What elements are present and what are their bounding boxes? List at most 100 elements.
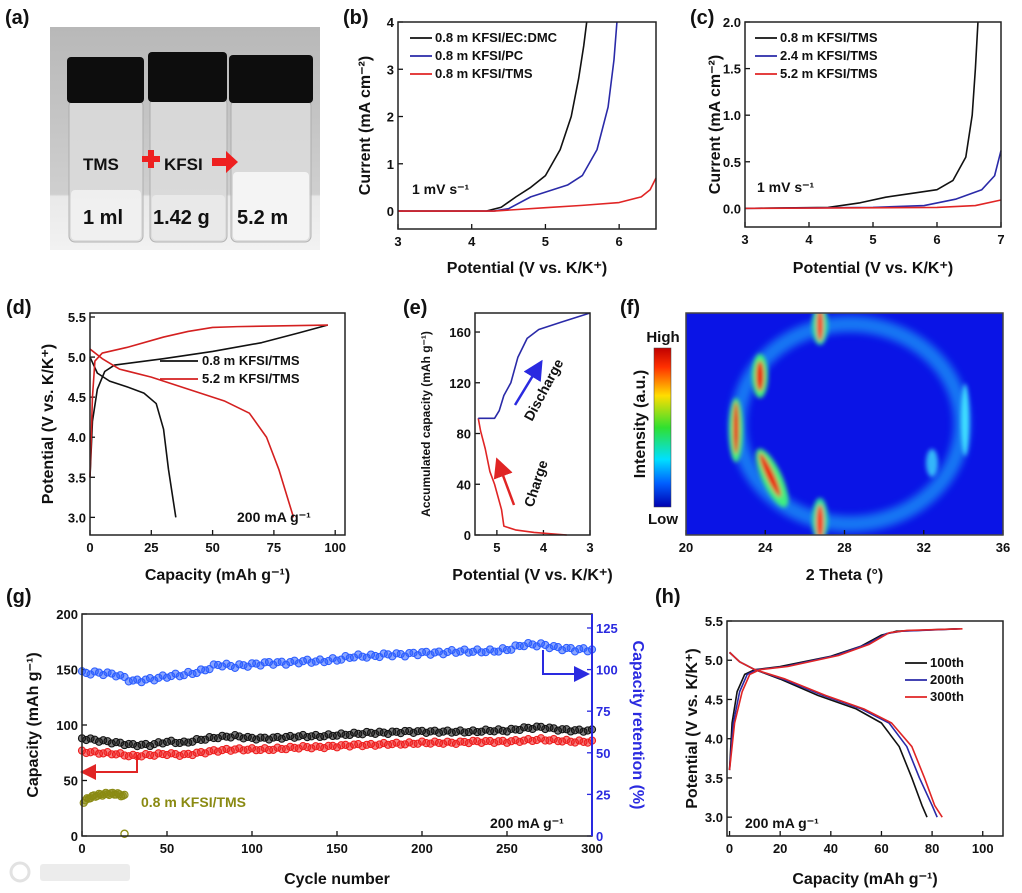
x-tick-label: 20 (773, 841, 787, 856)
x-tick-label: 5 (542, 234, 549, 249)
series-line-0 (398, 21, 588, 212)
current-density-annotation: 1 mV s⁻¹ (412, 181, 470, 197)
chart-g (77, 613, 597, 839)
vial-3-label: 5.2 m (237, 207, 288, 229)
y-axis-label: Current (mA cm⁻²) (707, 55, 724, 194)
y2-tick-label: 125 (596, 621, 618, 636)
x-tick-label: 60 (874, 841, 888, 856)
series-line-0 (477, 418, 567, 536)
chart-h (726, 620, 1004, 837)
y-tick-label: 3 (387, 62, 394, 77)
legend-label: 2.4 m KFSI/TMS (780, 48, 878, 63)
y-tick-label: 0.0 (723, 201, 741, 216)
data-point (120, 790, 129, 799)
y-axis-label: Potential (V vs. K/K⁺) (684, 648, 701, 808)
y2-tick-label: 25 (596, 787, 610, 802)
x-tick-label: 100 (324, 540, 346, 555)
y-tick-label: 3.0 (705, 810, 723, 825)
right-axis-arrow-icon (542, 650, 590, 682)
y-tick-label: 1 (387, 157, 394, 172)
x-tick-label: 36 (996, 540, 1010, 555)
reagent-kfsi-label: KFSI (164, 155, 203, 174)
x-tick-label: 80 (925, 841, 939, 856)
y-axis-label: Potential (V vs. K/K⁺) (40, 344, 57, 504)
x-axis-label: Capacity (mAh g⁻¹) (792, 871, 937, 888)
x-tick-label: 0 (726, 841, 733, 856)
colorbar (653, 347, 672, 508)
panel-label-h: (h) (655, 586, 681, 608)
legend-label: 0.8 m KFSI/PC (435, 48, 524, 63)
x-axis-label: Capacity (mAh g⁻¹) (145, 567, 290, 584)
legend-label: 0.8 m KFSI/TMS (202, 353, 300, 368)
reagent-tms-label: TMS (83, 155, 119, 174)
x-tick-label: 25 (144, 540, 158, 555)
current-density-annotation: 1 mV s⁻¹ (757, 179, 815, 195)
current-density-annotation: 200 mA g⁻¹ (490, 815, 564, 831)
y-tick-label: 0 (387, 204, 394, 219)
x-tick-label: 32 (917, 540, 931, 555)
x-tick-label: 5 (869, 232, 876, 247)
y-tick-label: 100 (56, 718, 78, 733)
y2-axis-label: Capacity retention (%) (629, 641, 646, 810)
vial-2 (148, 52, 228, 243)
x-tick-label: 3 (741, 232, 748, 247)
y2-tick-label: 0 (596, 829, 603, 844)
plot-frame (397, 21, 657, 230)
charge-annotation: Charge (521, 458, 551, 509)
y-tick-label: 0.5 (723, 155, 741, 170)
y-tick-label: 3.5 (68, 470, 86, 485)
legend-label: 300th (930, 689, 964, 704)
y-axis-label: Intensity (a.u.) (632, 370, 649, 478)
y-tick-label: 160 (449, 325, 471, 340)
series-line-2 (398, 177, 657, 212)
x-tick-label: 4 (540, 540, 548, 555)
olive-series-label: 0.8 m KFSI/TMS (141, 794, 246, 810)
current-density-annotation: 200 mA g⁻¹ (745, 815, 819, 831)
current-density-annotation: 200 mA g⁻¹ (237, 509, 311, 525)
x-tick-label: 50 (160, 841, 174, 856)
y-tick-label: 4 (387, 15, 395, 30)
y2-tick-label: 75 (596, 704, 610, 719)
panel-a-photo: TMS KFSI 1 ml 1.42 g 5.2 m (50, 27, 320, 250)
plot-frame (744, 21, 1002, 228)
x-tick-label: 0 (78, 841, 85, 856)
arrow-right-icon (212, 151, 238, 173)
legend-label: 100th (930, 655, 964, 670)
y-tick-label: 3.0 (68, 510, 86, 525)
discharge-curve-1 (89, 348, 295, 518)
chart-e (474, 312, 591, 536)
heatmap-peaks (729, 313, 969, 535)
vial-1-label: 1 ml (83, 207, 123, 229)
y-tick-label: 5.0 (68, 350, 86, 365)
x-axis-label: Cycle number (284, 871, 390, 888)
x-tick-label: 6 (616, 234, 623, 249)
discharge-curve-0 (89, 356, 177, 518)
x-tick-label: 100 (241, 841, 263, 856)
y-tick-label: 5.0 (705, 653, 723, 668)
y-tick-label: 4.0 (68, 430, 86, 445)
y-tick-label: 40 (457, 477, 471, 492)
x-tick-label: 5 (493, 540, 500, 555)
plot-frame (89, 312, 346, 536)
x-tick-label: 40 (824, 841, 838, 856)
y-tick-label: 150 (56, 663, 78, 678)
x-tick-label: 100 (972, 841, 994, 856)
x-tick-label: 250 (496, 841, 518, 856)
y-tick-label: 2 (387, 110, 394, 125)
watermark-logo (9, 861, 130, 883)
discharge-annotation: Discharge (521, 356, 567, 423)
vial-cap (148, 52, 227, 102)
y-tick-label: 1.5 (723, 62, 741, 77)
left-axis-arrow-icon (80, 755, 138, 780)
y-tick-label: 5.5 (68, 310, 86, 325)
charge-curve-2 (728, 628, 963, 771)
vial-1 (67, 57, 144, 243)
vial-2-label: 1.42 g (153, 207, 210, 229)
x-tick-label: 50 (205, 540, 219, 555)
y-tick-label: 2.0 (723, 15, 741, 30)
vial-cap (67, 57, 144, 103)
plus-icon (142, 150, 160, 168)
panel-f-heatmap (686, 313, 1003, 535)
chart-d (89, 312, 346, 536)
